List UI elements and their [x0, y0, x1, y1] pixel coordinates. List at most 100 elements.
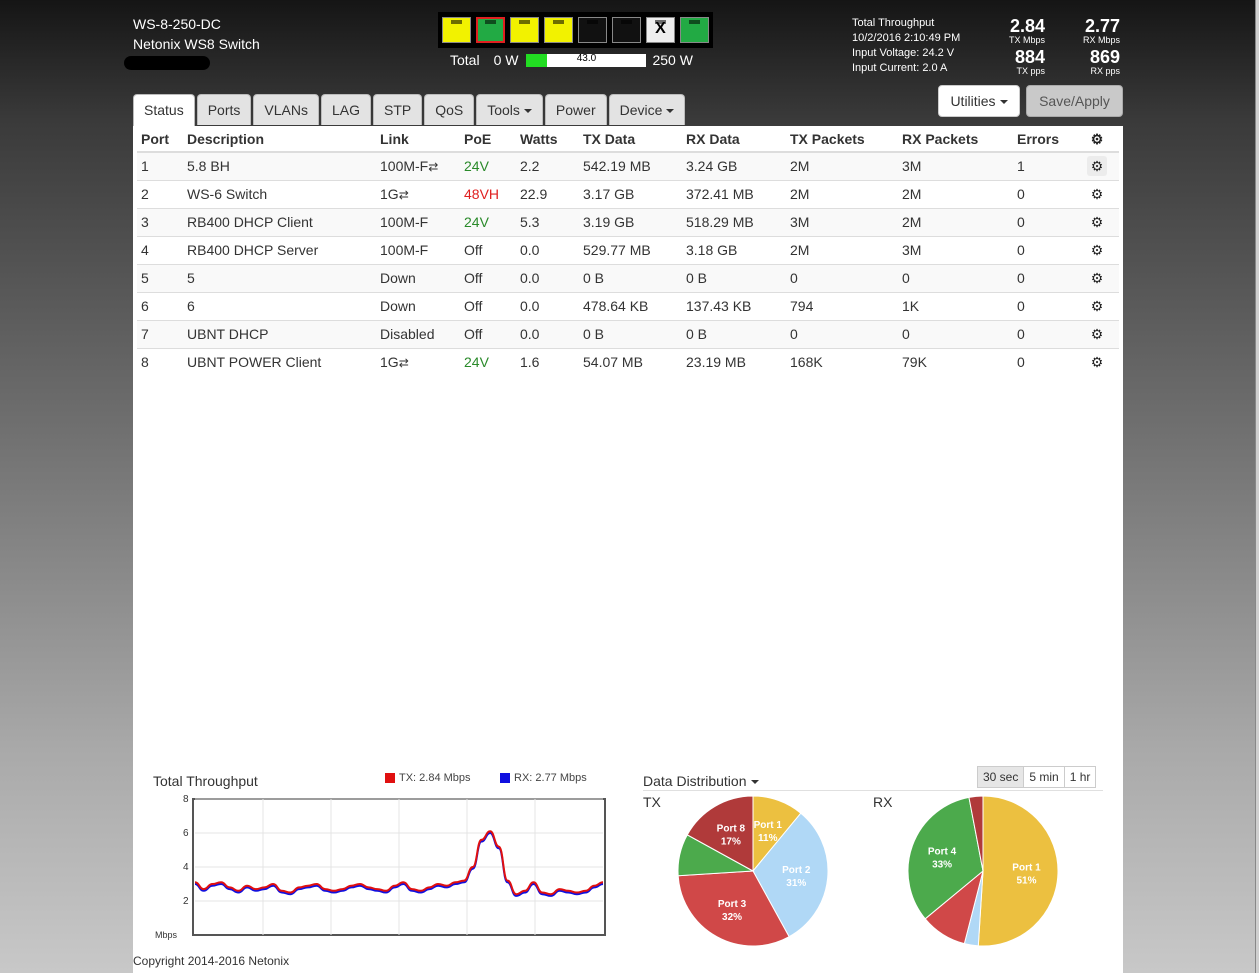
- distribution-title[interactable]: Data Distribution: [643, 773, 759, 789]
- gear-icon[interactable]: ⚙: [1090, 354, 1104, 371]
- port-led-2[interactable]: [476, 17, 505, 43]
- port-led-8[interactable]: [680, 17, 709, 43]
- range-1-hr[interactable]: 1 hr: [1063, 766, 1097, 788]
- tx-legend[interactable]: TX: 2.84 Mbps: [385, 772, 471, 784]
- watts-cell-text: 2.2: [520, 158, 540, 175]
- col-link[interactable]: Link: [376, 126, 460, 153]
- gear-icon[interactable]: ⚙: [1090, 186, 1104, 202]
- save-apply-button[interactable]: Save/Apply: [1026, 85, 1123, 117]
- tx-packets-cell: 2M: [786, 151, 898, 180]
- rx-packets-cell-text: 0: [902, 326, 910, 342]
- col-tx-packets[interactable]: TX Packets: [786, 126, 898, 153]
- watts-cell: 2.2: [516, 151, 579, 180]
- tab-tools[interactable]: Tools: [476, 94, 543, 125]
- tx-data-cell-text: 54.07 MB: [583, 354, 643, 371]
- errors-cell: 0: [1013, 347, 1083, 376]
- port-notch: [519, 20, 530, 24]
- table-row[interactable]: 5 5 Down Off 0.0 0 B 0 B 0 0 0 ⚙: [137, 263, 1119, 292]
- gear-icon[interactable]: ⚙: [1090, 214, 1104, 230]
- table-row[interactable]: 6 6 Down Off 0.0 478.64 KB 137.43 KB 794 1K 0 ⚙: [137, 291, 1119, 320]
- tx-mbps-value: 2.84: [1009, 16, 1045, 36]
- tab-lag[interactable]: LAG: [320, 94, 371, 125]
- col-port[interactable]: Port: [137, 126, 183, 153]
- pie-slice[interactable]: [752, 812, 829, 938]
- pie-slice[interactable]: [968, 795, 984, 872]
- watts-cell: 22.9: [516, 179, 579, 208]
- tab-power[interactable]: Power: [544, 94, 607, 125]
- port-led-4[interactable]: [544, 17, 573, 43]
- table-row[interactable]: 8 UBNT POWER Client 1G⇄ 24V 1.6 54.07 MB 23.19…: [137, 347, 1119, 376]
- description-cell-text: RB400 DHCP Server: [187, 242, 319, 258]
- power-bar: 43.0: [526, 53, 647, 67]
- col-rx-data[interactable]: RX Data: [682, 126, 786, 153]
- pie-slice[interactable]: [977, 795, 1059, 947]
- link-cell-text: 100M-F: [380, 214, 429, 230]
- tx-data-cell: 0 B: [579, 263, 682, 292]
- y-tick-label: 6: [183, 828, 189, 839]
- rx-mbps-label: RX Mbps: [1082, 35, 1120, 45]
- copyright: Copyright 2014-2016 Netonix: [133, 954, 290, 968]
- rx-packets-cell-text: 1K: [902, 298, 920, 314]
- utilities-button[interactable]: Utilities: [938, 85, 1020, 117]
- tx-data-cell: 542.19 MB: [579, 151, 682, 180]
- errors-cell: 0: [1013, 235, 1083, 264]
- table-row[interactable]: 2 WS-6 Switch 1G⇄ 48VH 22.9 3.17 GB 372.41 MB 2…: [137, 179, 1119, 208]
- tab-stp[interactable]: STP: [372, 94, 423, 125]
- tx-data-cell: 54.07 MB: [579, 347, 682, 376]
- gear-icon[interactable]: ⚙: [1090, 326, 1104, 342]
- table-row[interactable]: 3 RB400 DHCP Client 100M-F 24V 5.3 3.19 GB 518…: [137, 207, 1119, 236]
- chevron-down-icon: [666, 109, 675, 114]
- col-tx-data[interactable]: TX Data: [579, 126, 682, 153]
- watts-cell-text: 0.0: [520, 242, 540, 258]
- watts-cell: 0.0: [516, 235, 579, 264]
- watts-cell: 5.3: [516, 207, 579, 236]
- poe-cell-text: Off: [464, 242, 483, 258]
- device-info: WS-8-250-DC Netonix WS8 Switch: [133, 14, 260, 54]
- range-30-sec[interactable]: 30 sec: [977, 766, 1025, 788]
- rx-packets-cell-text: 3M: [902, 242, 922, 258]
- pie-slice[interactable]: [907, 796, 984, 920]
- description-cell: 6: [183, 291, 376, 320]
- description-cell-text: 5.8 BH: [187, 158, 230, 175]
- port-led-5[interactable]: [578, 17, 607, 43]
- rx-legend[interactable]: RX: 2.77 Mbps: [500, 772, 587, 784]
- col-rx-packets[interactable]: RX Packets: [898, 126, 1013, 153]
- link-activity-icon: ⇄: [398, 356, 409, 371]
- poe-cell-text: 24V: [464, 158, 489, 175]
- link-activity-icon: ⇄: [398, 188, 409, 202]
- tx-packets-cell: 0: [786, 263, 898, 292]
- range-5-min[interactable]: 5 min: [1023, 766, 1065, 788]
- rx-data-cell: 3.18 GB: [682, 235, 786, 264]
- port-led-6[interactable]: [612, 17, 641, 43]
- col-description[interactable]: Description: [183, 126, 376, 153]
- tx-packets-cell-text: 794: [790, 298, 814, 314]
- gear-icon[interactable]: ⚙: [1090, 130, 1104, 147]
- header-settings[interactable]: ⚙: [1083, 126, 1119, 153]
- gear-icon[interactable]: ⚙: [1090, 242, 1104, 258]
- pie-slice[interactable]: [686, 795, 754, 872]
- tab-status[interactable]: Status: [133, 94, 195, 127]
- port-led-3[interactable]: [510, 17, 539, 43]
- gear-icon[interactable]: ⚙: [1090, 270, 1104, 286]
- tab-ports[interactable]: Ports: [196, 94, 252, 125]
- table-row[interactable]: 1 5.8 BH 100M-F⇄ 24V 2.2 542.19 MB 3.24 GB 2M 3M…: [137, 151, 1119, 180]
- gear-icon[interactable]: ⚙: [1090, 298, 1104, 314]
- col-poe[interactable]: PoE: [460, 126, 516, 153]
- table-row[interactable]: 7 UBNT DHCP Disabled Off 0.0 0 B 0 B 0 0 0 ⚙: [137, 319, 1119, 348]
- col-watts[interactable]: Watts: [516, 126, 579, 153]
- port-led-1[interactable]: [442, 17, 471, 43]
- rx-packets-cell: 0: [898, 319, 1013, 348]
- rx-packets-cell: 1K: [898, 291, 1013, 320]
- poe-cell: 24V: [460, 151, 516, 180]
- tab-qos[interactable]: QoS: [424, 94, 475, 125]
- table-row[interactable]: 4 RB400 DHCP Server 100M-F Off 0.0 529.77 MB 3…: [137, 235, 1119, 264]
- tab-device[interactable]: Device: [608, 94, 686, 125]
- pie-slice[interactable]: [677, 870, 790, 947]
- port-led-7[interactable]: X: [646, 17, 675, 43]
- tab-vlans[interactable]: VLANs: [253, 94, 319, 125]
- scrollbar[interactable]: [1255, 0, 1256, 973]
- gear-icon[interactable]: ⚙: [1087, 156, 1107, 177]
- status-panel: Port Description Link PoE Watts TX Data …: [133, 126, 1123, 973]
- pie-slice-label: Port 1: [754, 820, 783, 831]
- col-errors[interactable]: Errors: [1013, 126, 1083, 153]
